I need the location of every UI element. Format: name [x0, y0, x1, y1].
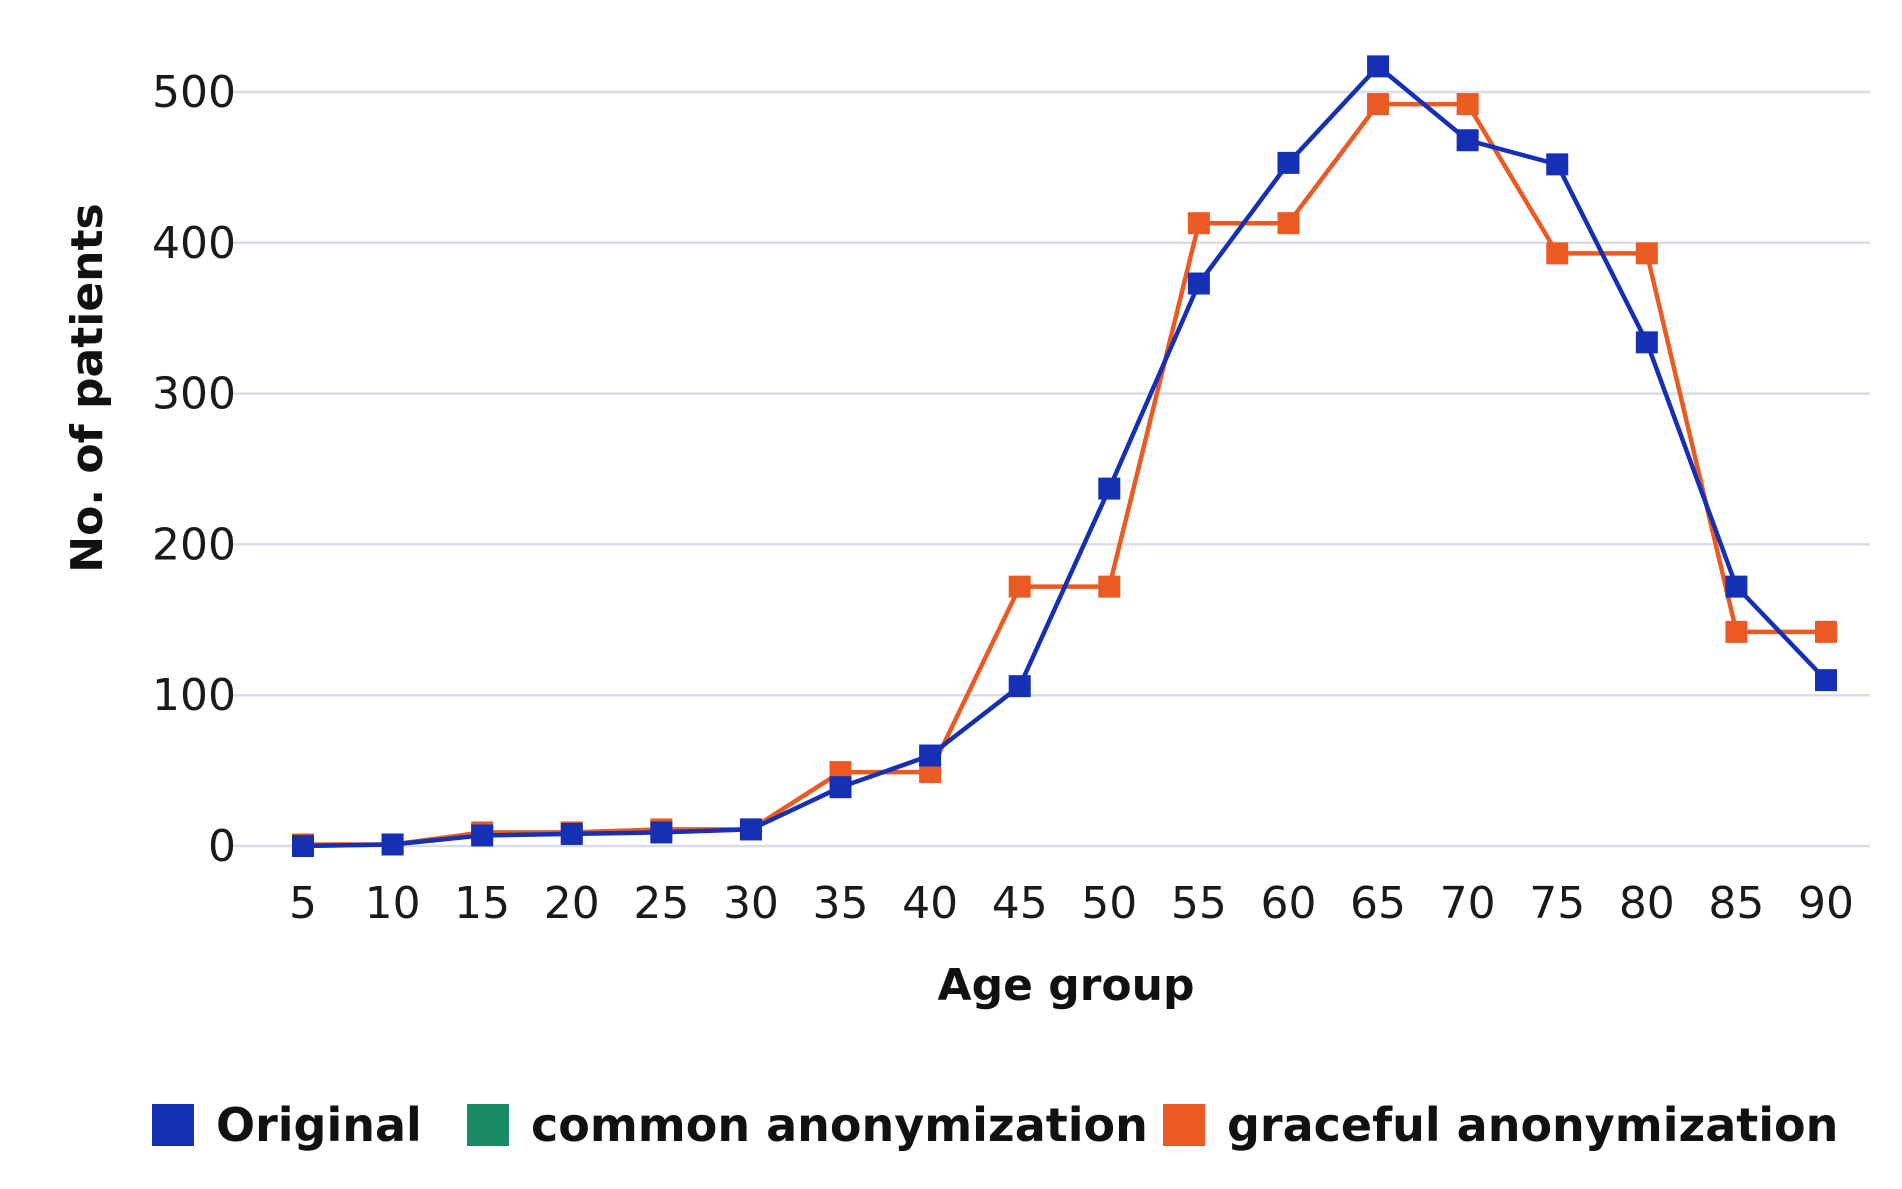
x-tick-label: 30: [723, 878, 779, 929]
x-tick-label: 20: [544, 878, 600, 929]
data-point-original: [381, 833, 404, 856]
x-tick-label: 5: [289, 878, 317, 929]
data-point-graceful-anonymization: [1187, 212, 1210, 235]
y-axis-title: No. of patients: [62, 203, 113, 572]
series-line-original: [302, 64, 1828, 849]
x-tick-label: 55: [1171, 878, 1227, 929]
x-tick-label: 25: [633, 878, 689, 929]
data-point-graceful-anonymization: [1725, 620, 1748, 643]
legend-item-original: Original: [152, 1098, 422, 1152]
x-tick-label: 75: [1529, 878, 1585, 929]
gridlines: [232, 90, 1870, 848]
data-point-original: [1546, 153, 1569, 176]
legend-label: Original: [216, 1098, 422, 1152]
data-point-graceful-anonymization: [1277, 212, 1300, 235]
y-axis-ticks: 0 100 200 300 400 500: [152, 67, 236, 872]
data-point-original: [1815, 669, 1837, 692]
data-point-original: [1635, 331, 1658, 354]
legend-swatch: [467, 1104, 509, 1146]
legend-item-common-anonymization: common anonymization: [467, 1098, 1148, 1152]
x-tick-label: 85: [1708, 878, 1764, 929]
data-point-original: [1367, 55, 1390, 78]
x-tick-label: 65: [1350, 878, 1406, 929]
data-point-graceful-anonymization: [1008, 575, 1031, 598]
data-point-original: [1725, 575, 1748, 598]
x-tick-label: 15: [454, 878, 510, 929]
data-point-original: [1277, 151, 1300, 174]
y-tick-label: 400: [152, 218, 236, 269]
x-tick-label: 70: [1440, 878, 1496, 929]
data-point-graceful-anonymization: [1635, 242, 1658, 265]
x-tick-label: 10: [365, 878, 421, 929]
legend-item-graceful-anonymization: graceful anonymization: [1163, 1098, 1838, 1152]
legend-label: graceful anonymization: [1227, 1098, 1838, 1152]
series-line-graceful-anonymization: [303, 101, 1826, 847]
y-tick-label: 300: [152, 369, 236, 420]
x-tick-label: 45: [992, 878, 1048, 929]
y-tick-label: 200: [152, 519, 236, 570]
series-graceful-anonymization: [292, 93, 1837, 856]
data-point-graceful-anonymization: [1098, 575, 1121, 598]
y-tick-label: 500: [152, 67, 236, 118]
data-point-original: [919, 744, 942, 767]
data-point-original: [1187, 272, 1210, 295]
data-point-graceful-anonymization: [1546, 242, 1569, 265]
data-point-original: [560, 822, 583, 845]
data-point-graceful-anonymization: [1456, 93, 1479, 116]
y-tick-label: 100: [152, 670, 236, 721]
x-tick-label: 90: [1798, 878, 1854, 929]
data-point-original: [292, 835, 314, 857]
data-point-graceful-anonymization: [919, 761, 942, 784]
data-point-original: [829, 776, 852, 799]
legend-swatch: [152, 1104, 194, 1146]
data-point-original: [739, 818, 762, 841]
y-tick-label: 0: [208, 821, 236, 872]
x-tick-label: 80: [1619, 878, 1675, 929]
x-tick-label: 40: [902, 878, 958, 929]
x-tick-label: 60: [1260, 878, 1316, 929]
series-group: [292, 55, 1837, 857]
data-point-original: [471, 824, 494, 847]
legend-label: common anonymization: [531, 1098, 1148, 1152]
data-point-original: [650, 821, 673, 844]
data-point-original: [1456, 129, 1479, 152]
data-point-original: [1008, 675, 1031, 698]
legend: Original common anonymization graceful ano…: [152, 1098, 1838, 1152]
series-original: [292, 55, 1837, 857]
data-point-original: [1098, 477, 1121, 500]
x-tick-label: 35: [813, 878, 869, 929]
x-tick-label: 50: [1081, 878, 1137, 929]
x-axis-ticks: 5 10 15 20 25 30 35 40 45 50 55 60 65 70 75 80 85 90: [289, 878, 1854, 929]
data-point-graceful-anonymization: [1367, 93, 1390, 116]
data-point-graceful-anonymization: [1815, 620, 1837, 643]
x-axis-title: Age group: [938, 960, 1195, 1011]
legend-swatch: [1163, 1104, 1205, 1146]
